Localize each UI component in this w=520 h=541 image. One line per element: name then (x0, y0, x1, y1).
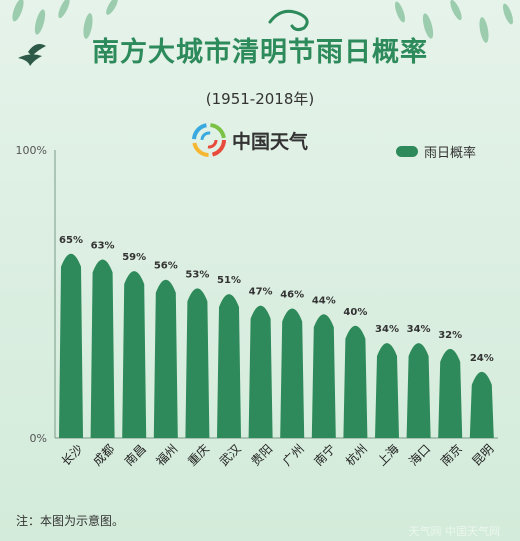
bar-value-label: 63% (91, 241, 115, 252)
swallow-icon (18, 54, 42, 66)
weather-logo-icon (192, 123, 226, 157)
willow-leaves-decor (12, 0, 513, 43)
footnote: 注：本图为示意图。 (16, 514, 125, 528)
legend-swatch (396, 146, 418, 157)
bar-value-label: 53% (185, 269, 209, 280)
x-tick-label: 重庆 (185, 442, 212, 469)
x-tick-label: 上海 (374, 441, 402, 469)
x-tick-label: 成都 (90, 442, 117, 469)
bar-value-label: 47% (249, 287, 273, 298)
bar-value-label: 34% (375, 324, 399, 335)
bar (375, 343, 399, 438)
bar (122, 271, 147, 438)
bar-value-label: 32% (438, 330, 462, 341)
chart-subtitle: (1951-2018年) (205, 90, 315, 108)
legend-label: 雨日概率 (424, 146, 477, 161)
cloud-swirl-icon (268, 9, 309, 32)
bar-value-label: 56% (154, 261, 178, 272)
x-tick-label: 杭州 (342, 441, 370, 469)
bar (217, 294, 241, 438)
x-tick-label: 南京 (437, 441, 465, 469)
chart-title: 南方大城市清明节雨日概率 (92, 37, 428, 68)
chart-legend: 雨日概率 (396, 142, 476, 161)
swallow-wing-icon (28, 44, 46, 56)
bar (311, 314, 336, 438)
x-tick-label: 南宁 (311, 441, 339, 469)
bar (406, 343, 431, 438)
x-tick-label: 广州 (280, 442, 307, 469)
bar (185, 288, 210, 438)
brand-logo: 中国天气 (192, 122, 308, 158)
bar-value-label: 44% (312, 295, 336, 306)
bar-value-label: 46% (280, 290, 304, 301)
x-tick-label: 昆明 (470, 442, 497, 469)
bar-value-label: 59% (122, 252, 146, 263)
bar (343, 325, 368, 438)
x-tick-label: 南昌 (121, 441, 149, 469)
bar (469, 371, 494, 438)
x-tick-label: 福州 (153, 441, 181, 469)
x-tick-label: 贵阳 (248, 442, 275, 469)
x-tick-label: 长沙 (59, 442, 86, 469)
bar (90, 259, 115, 438)
bar-value-label: 65% (59, 235, 83, 246)
bar (280, 308, 305, 438)
bar-value-label: 34% (407, 324, 431, 335)
bar-value-label: 40% (343, 307, 367, 318)
y-tick-label: 0% (30, 432, 47, 445)
brand-name: 中国天气 (232, 130, 309, 153)
x-tick-label: 武汉 (217, 442, 244, 469)
bar-value-label: 51% (217, 275, 241, 286)
watermark: 天气网 中国天气网 (408, 525, 501, 538)
bar (248, 305, 273, 438)
y-tick-label: 100% (16, 144, 47, 157)
bar (59, 253, 83, 438)
bar (438, 348, 463, 438)
x-tick-label: 海口 (406, 441, 434, 469)
bar-value-label: 24% (470, 353, 494, 364)
bar (153, 279, 178, 438)
